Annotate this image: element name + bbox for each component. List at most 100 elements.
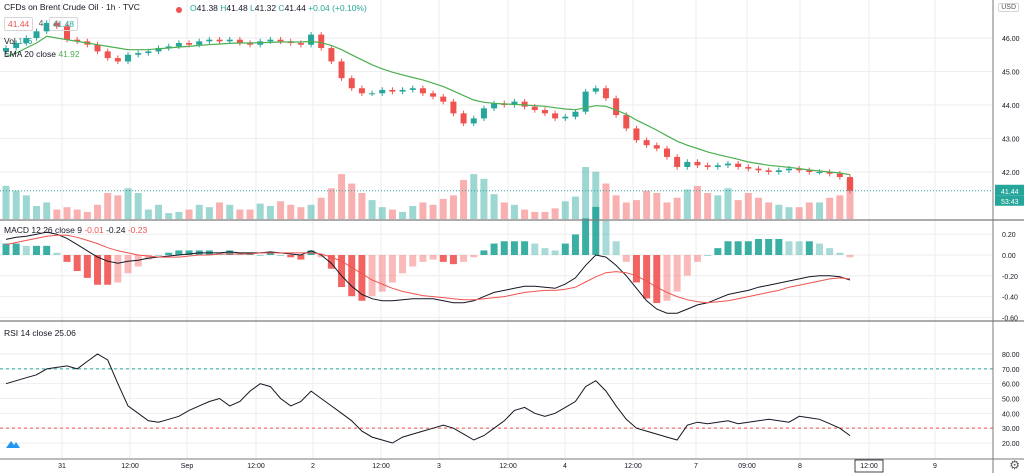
rsi-label[interactable]: RSI 14 close [4, 328, 53, 338]
volume-bar [22, 195, 30, 219]
macd-hist-bar [73, 255, 81, 272]
candle-body [114, 58, 121, 62]
candle-body [531, 106, 538, 111]
time-tick-label: Sep [181, 463, 194, 470]
volume-bar [155, 204, 163, 219]
volume-bar [632, 200, 640, 219]
macd-hist-bar [33, 245, 41, 255]
volume-bar [754, 197, 762, 219]
macd-hist-bar [653, 255, 661, 304]
macd-hist-bar [165, 252, 173, 255]
candle-body [816, 172, 823, 173]
macd-signal-value: -0.23 [127, 225, 148, 235]
rsi-tick-label: 70.00 [1002, 367, 1020, 374]
macd-hist-bar [602, 220, 610, 255]
volume-bar [683, 189, 691, 219]
candle-body [419, 88, 426, 94]
macd-hist-bar [632, 255, 640, 283]
ema-label[interactable]: EMA 20 close [4, 49, 56, 59]
macd-hist-bar [94, 255, 102, 285]
volume-bar [33, 206, 41, 219]
volume-bar [439, 198, 447, 219]
candle-body [826, 172, 833, 174]
candle-body [74, 39, 81, 42]
tradingview-logo-icon[interactable] [5, 439, 21, 449]
volume-bar [104, 193, 112, 219]
volume-bar [429, 204, 437, 219]
macd-hist-bar [612, 241, 620, 255]
candle-body [796, 168, 803, 171]
candle-body [186, 43, 193, 45]
volume-label[interactable]: Vol [4, 36, 16, 46]
currency-label[interactable]: USD [998, 3, 1019, 12]
macd-signal-line [5, 234, 851, 304]
volume-bar [134, 193, 142, 219]
macd-hist-bar [22, 245, 30, 255]
macd-hist-bar [805, 241, 813, 255]
time-tick-label: 12:00 [499, 463, 517, 470]
candle-body [3, 48, 9, 52]
macd-hist-bar [348, 255, 356, 297]
macd-hist-bar [480, 250, 488, 255]
volume-bar [317, 197, 325, 219]
sell-button[interactable]: 41.44 [4, 17, 34, 31]
candle-body [541, 110, 548, 114]
volume-bar [338, 174, 346, 219]
macd-hist-bar [134, 255, 142, 267]
candle-body [836, 173, 843, 178]
time-tick-label: 4 [563, 463, 567, 470]
macd-label[interactable]: MACD 12 26 close 9 [4, 225, 82, 235]
volume-bar [480, 178, 488, 219]
macd-hist-bar [409, 255, 417, 267]
time-tick-label: 12:00 [247, 463, 265, 470]
ema-value: 41.92 [58, 49, 80, 59]
candle-body [277, 39, 284, 42]
candle-body [64, 26, 71, 40]
spread-value: 4 [38, 18, 44, 29]
macd-hist-bar [256, 255, 264, 256]
macd-hist-bar [297, 255, 305, 260]
macd-hist-bar [144, 255, 152, 260]
candle-body [196, 41, 203, 45]
candle-body [450, 101, 457, 114]
volume-bar [185, 209, 193, 219]
symbol-title[interactable]: CFDs on Brent Crude Oil · 1h · TVC [4, 2, 140, 12]
macd-hist-bar [693, 255, 701, 262]
time-tick-label: 3 [437, 463, 441, 470]
volume-bar [500, 202, 508, 219]
volume-bar [541, 211, 549, 219]
countdown-badge [995, 195, 1024, 206]
candle-body [369, 93, 376, 95]
volume-bar [246, 209, 254, 219]
volume-legend: Vol 166 [4, 36, 32, 47]
time-tick-label: 12:00 [624, 463, 642, 470]
macd-hist-bar [571, 234, 579, 255]
candle-body [53, 22, 60, 27]
candle-body [613, 98, 620, 116]
candle-body [297, 43, 304, 45]
price-tick-label: 42.00 [1002, 170, 1020, 177]
volume-bar [775, 204, 783, 219]
macd-hist-bar [2, 243, 10, 255]
time-axis[interactable]: 31 12:00 Sep 12:00 2 12:00 3 12:00 4 12:00 7 09:00 8… [58, 459, 937, 473]
volume-bar [297, 207, 305, 219]
candle-body [592, 88, 599, 92]
price-scales[interactable]: 42.00 43.00 44.00 45.00 46.00 -0.60 -0.40 -0.20… [995, 36, 1024, 448]
candle-body [155, 48, 162, 52]
last-price-badge [995, 184, 1024, 196]
gear-icon[interactable]: ⚙ [1009, 458, 1020, 472]
candle-body [582, 91, 589, 112]
candle-body [43, 22, 50, 32]
buy-button[interactable]: 41.48 [48, 17, 79, 31]
candle-body [216, 39, 223, 42]
candle-body [440, 96, 447, 102]
candle-body [430, 93, 437, 97]
volume-bar [836, 195, 844, 219]
volume-bar [582, 167, 590, 219]
macd-value: -0.24 [106, 225, 126, 235]
macd-histogram [2, 206, 854, 304]
candle-body [23, 38, 30, 44]
volume-bar [795, 207, 803, 219]
